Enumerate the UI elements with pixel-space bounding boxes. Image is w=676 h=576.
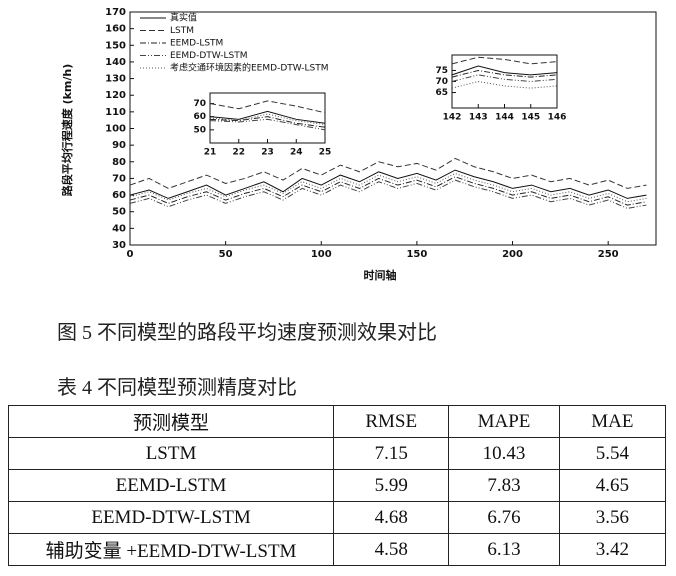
series-line: [209, 110, 326, 124]
table-cell: 5.54: [558, 437, 667, 470]
series-line: [129, 157, 647, 189]
table-cell: 4.68: [333, 501, 450, 534]
y-tick-label: 90: [112, 140, 126, 151]
x-tick-label: 145: [521, 113, 540, 123]
x-axis-label: 时间轴: [364, 268, 397, 282]
x-tick-label: 100: [311, 249, 332, 260]
y-tick-label: 100: [105, 124, 126, 135]
x-tick-label: 144: [495, 113, 514, 123]
x-tick-label: 143: [469, 113, 488, 123]
table-cell: 4.65: [558, 469, 667, 502]
x-tick-label: 24: [290, 148, 303, 158]
y-tick-label: 70: [193, 99, 206, 109]
x-tick-label: 25: [319, 148, 332, 158]
series-line: [209, 116, 326, 128]
table-cell: 7.83: [448, 469, 560, 502]
legend-label: 真实值: [170, 12, 197, 24]
x-tick-label: 22: [232, 148, 245, 158]
series-line: [129, 179, 647, 209]
y-tick-label: 50: [193, 125, 206, 135]
figure-caption: 图 5 不同模型的路段平均速度预测效果对比: [57, 322, 437, 344]
y-tick-label: 170: [105, 7, 126, 18]
y-tick-label: 60: [112, 190, 126, 201]
table-row: LSTM 7.15 10.43 5.54: [7, 437, 667, 470]
table-row: EEMD-DTW-LSTM 4.68 6.76 3.56: [7, 501, 667, 534]
legend-label: EEMD-DTW-LSTM: [170, 51, 248, 61]
table-cell: 预测模型: [7, 405, 335, 438]
x-tick-label: 142: [443, 113, 462, 123]
table-cell: 6.76: [448, 501, 560, 534]
y-tick-label: 150: [105, 40, 126, 51]
x-tick-label: 50: [219, 249, 233, 260]
table-row: 预测模型 RMSE MAPE MAE: [7, 405, 667, 438]
series-line: [129, 169, 647, 199]
y-tick-label: 160: [105, 24, 126, 35]
table-row: 辅助变量 +EEMD-DTW-LSTM 4.58 6.13 3.42: [7, 533, 667, 566]
series-line: [129, 176, 647, 206]
y-tick-label: 80: [112, 157, 126, 168]
chart: 路段平均行程速度 (km/h) 时间轴 30 40 50 60 70 80 90 100 110…: [60, 7, 657, 282]
table-cell: RMSE: [333, 405, 450, 438]
series-line: [129, 172, 647, 203]
y-tick-label: 60: [193, 112, 206, 122]
y-tick-label: 120: [105, 90, 126, 101]
y-tick-label: 140: [105, 57, 126, 68]
x-tick-label: 250: [598, 249, 619, 260]
y-tick-label: 75: [435, 66, 448, 76]
series-line: [451, 74, 558, 83]
table-cell: 4.58: [333, 533, 450, 566]
legend-label: EEMD-LSTM: [170, 39, 223, 49]
table-cell: 5.99: [333, 469, 450, 502]
table-cell: 辅助变量 +EEMD-DTW-LSTM: [7, 533, 335, 566]
y-tick-label: 70: [112, 173, 126, 184]
y-tick-label: 50: [112, 207, 126, 218]
y-tick-label: 30: [112, 240, 126, 251]
table-cell: 6.13: [448, 533, 560, 566]
y-tick-label: 65: [435, 88, 448, 98]
table-cell: MAPE: [448, 405, 560, 438]
table-row: EEMD-LSTM 5.99 7.83 4.65: [7, 469, 667, 502]
y-tick-label: 40: [112, 223, 126, 234]
series-line: [451, 80, 558, 89]
legend-label: LSTM: [170, 26, 194, 36]
results-table: 预测模型 RMSE MAPE MAE LSTM 7.15 10.43 5.54 EEMD-LST…: [7, 405, 667, 566]
table-title: 表 4 不同模型预测精度对比: [57, 377, 297, 399]
table-cell: 10.43: [448, 437, 560, 470]
table-cell: LSTM: [7, 437, 335, 470]
table-cell: MAE: [558, 405, 667, 438]
table-cell: EEMD-DTW-LSTM: [7, 501, 335, 534]
table-cell: EEMD-LSTM: [7, 469, 335, 502]
series-line: [209, 100, 326, 114]
x-tick-label: 21: [204, 148, 217, 158]
series-line: [451, 65, 558, 76]
legend-label: 考虑交通环境因素的EEMD-DTW-LSTM: [170, 62, 329, 74]
table-cell: 3.56: [558, 501, 667, 534]
y-axis-label: 路段平均行程速度 (km/h): [60, 64, 74, 197]
x-tick-label: 0: [127, 249, 134, 260]
x-tick-label: 150: [406, 249, 427, 260]
x-tick-label: 23: [261, 148, 274, 158]
x-tick-label: 200: [502, 249, 523, 260]
x-tick-label: 146: [548, 113, 567, 123]
y-tick-label: 130: [105, 74, 126, 85]
series-line: [451, 69, 558, 78]
table-cell: 3.42: [558, 533, 667, 566]
table-cell: 7.15: [333, 437, 450, 470]
series-line: [451, 56, 558, 65]
series-line: [209, 118, 326, 131]
y-tick-label: 70: [435, 77, 448, 87]
y-tick-label: 110: [105, 107, 126, 118]
